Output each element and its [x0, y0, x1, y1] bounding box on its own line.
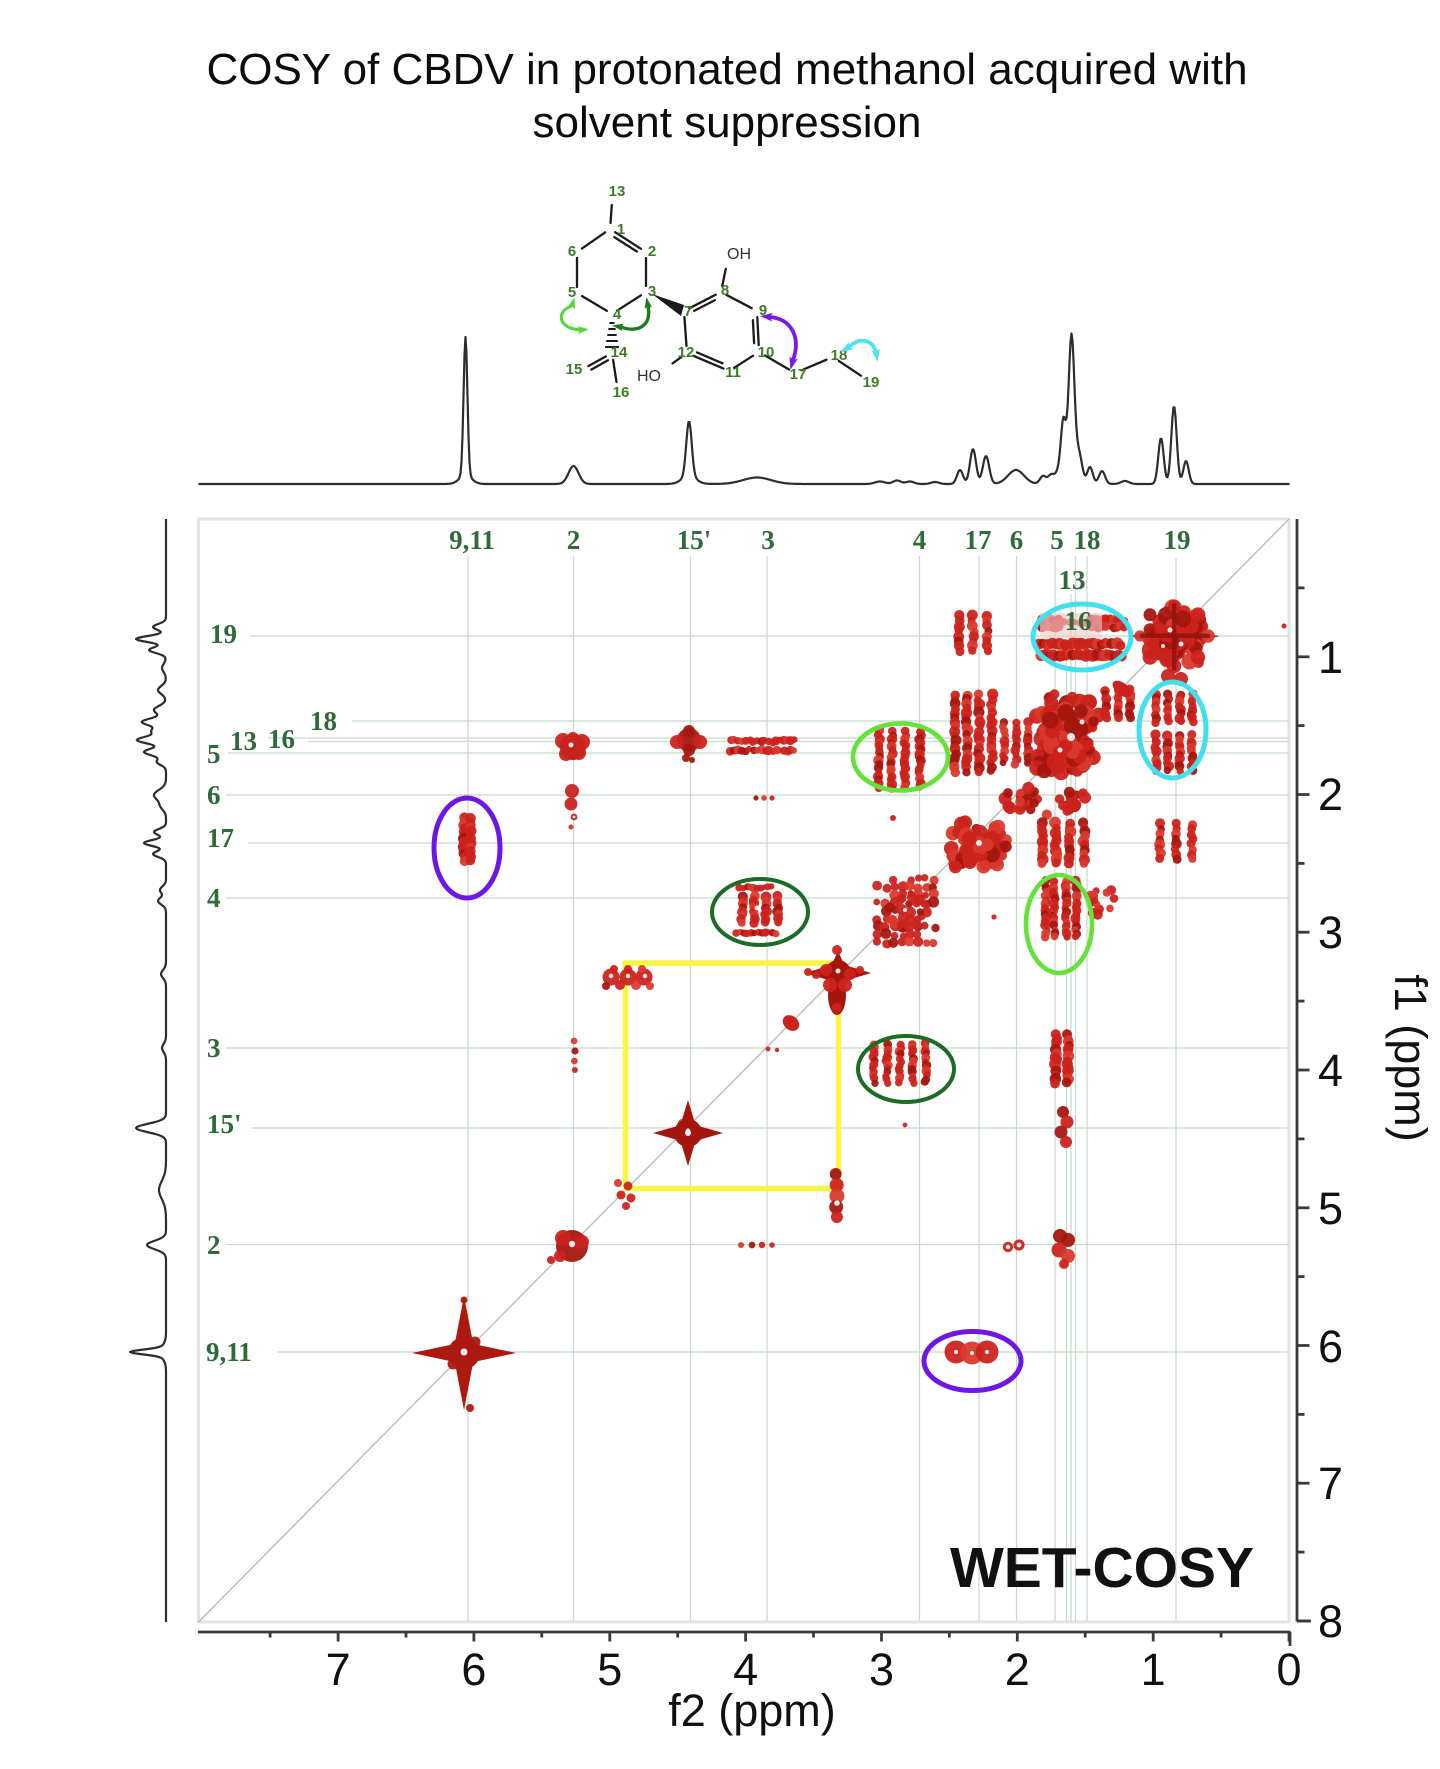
svg-text:2: 2 — [1318, 769, 1343, 820]
svg-text:6: 6 — [568, 243, 576, 260]
svg-text:17: 17 — [790, 366, 807, 383]
svg-text:2: 2 — [207, 1230, 221, 1260]
svg-text:2: 2 — [648, 243, 656, 260]
svg-text:4: 4 — [207, 883, 221, 913]
svg-text:13: 13 — [1059, 565, 1086, 595]
svg-text:8: 8 — [1318, 1596, 1343, 1647]
svg-text:6: 6 — [1318, 1321, 1343, 1372]
svg-text:1: 1 — [1318, 632, 1343, 683]
svg-text:9,11: 9,11 — [206, 1337, 252, 1367]
svg-text:4: 4 — [733, 1644, 758, 1695]
svg-text:9: 9 — [759, 302, 767, 319]
svg-text:12: 12 — [678, 344, 695, 361]
svg-text:8: 8 — [721, 282, 729, 299]
svg-text:15': 15' — [677, 525, 712, 555]
svg-text:19: 19 — [863, 374, 880, 391]
svg-text:5: 5 — [207, 739, 221, 769]
svg-text:18: 18 — [1074, 525, 1101, 555]
svg-text:3: 3 — [648, 283, 656, 300]
svg-text:HO: HO — [637, 368, 661, 385]
svg-text:7: 7 — [684, 303, 692, 320]
svg-text:18: 18 — [310, 706, 337, 736]
svg-text:solvent suppression: solvent suppression — [533, 98, 922, 147]
svg-text:3: 3 — [1318, 907, 1343, 958]
svg-text:0: 0 — [1276, 1644, 1301, 1695]
svg-text:WET-COSY: WET-COSY — [950, 1536, 1254, 1600]
svg-text:6: 6 — [1010, 525, 1024, 555]
svg-text:15': 15' — [207, 1109, 242, 1139]
svg-text:13: 13 — [609, 183, 626, 200]
svg-text:16: 16 — [613, 384, 630, 401]
svg-text:13: 13 — [230, 726, 257, 756]
svg-text:5: 5 — [1050, 525, 1064, 555]
svg-text:2: 2 — [567, 525, 581, 555]
svg-text:17: 17 — [207, 823, 234, 853]
svg-text:1: 1 — [617, 221, 625, 238]
svg-text:OH: OH — [727, 246, 751, 263]
svg-text:3: 3 — [207, 1033, 221, 1063]
svg-text:11: 11 — [725, 364, 741, 381]
svg-text:2: 2 — [1005, 1644, 1030, 1695]
svg-text:5: 5 — [1318, 1183, 1343, 1234]
svg-text:19: 19 — [210, 619, 237, 649]
svg-text:6: 6 — [461, 1644, 486, 1695]
svg-text:1: 1 — [1141, 1644, 1166, 1695]
svg-text:3: 3 — [869, 1644, 894, 1695]
svg-text:14: 14 — [611, 344, 628, 361]
svg-text:7: 7 — [326, 1644, 351, 1695]
svg-text:6: 6 — [207, 780, 221, 810]
svg-text:17: 17 — [965, 525, 992, 555]
svg-text:15: 15 — [566, 361, 583, 378]
svg-text:4: 4 — [1318, 1045, 1343, 1096]
svg-text:f1 (ppm): f1 (ppm) — [1385, 974, 1436, 1142]
svg-text:COSY of CBDV in protonated met: COSY of CBDV in protonated methanol acqu… — [206, 45, 1247, 94]
svg-text:5: 5 — [568, 284, 576, 301]
svg-text:9,11: 9,11 — [449, 525, 495, 555]
svg-text:19: 19 — [1164, 525, 1191, 555]
svg-text:4: 4 — [613, 306, 622, 323]
svg-text:10: 10 — [758, 344, 775, 361]
svg-text:f2 (ppm): f2 (ppm) — [668, 1685, 836, 1736]
svg-text:16: 16 — [1065, 606, 1092, 636]
svg-text:5: 5 — [597, 1644, 622, 1695]
svg-text:16: 16 — [268, 724, 295, 754]
svg-text:7: 7 — [1318, 1458, 1343, 1509]
svg-text:4: 4 — [913, 525, 927, 555]
svg-text:3: 3 — [761, 525, 775, 555]
